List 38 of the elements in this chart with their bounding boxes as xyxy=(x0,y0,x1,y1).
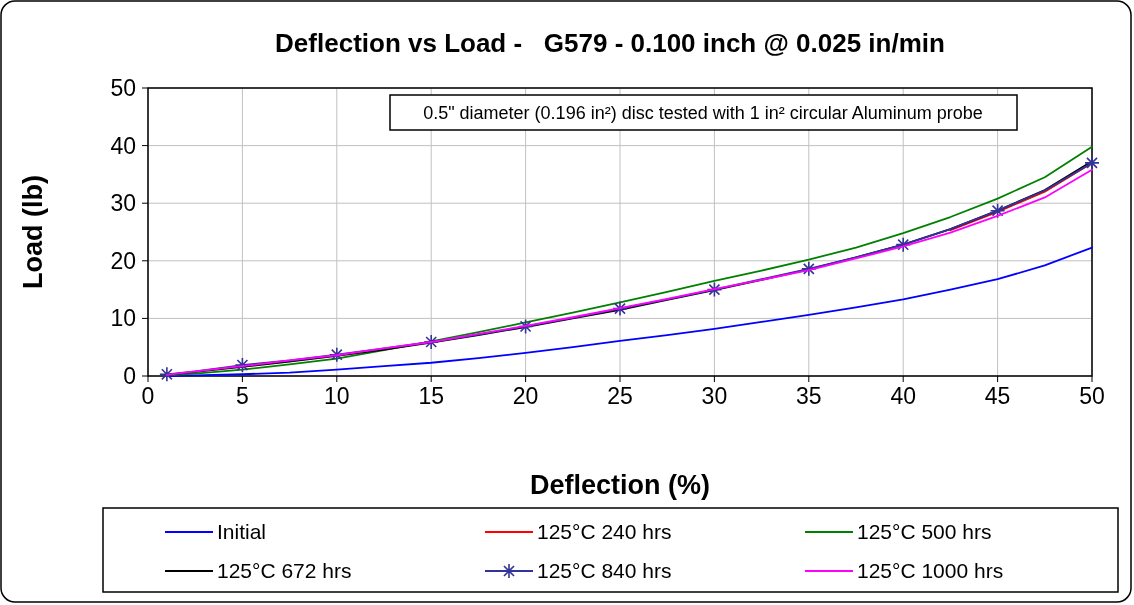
x-tick-label: 20 xyxy=(512,383,539,409)
x-axis-title: Deflection (%) xyxy=(529,470,711,500)
y-tick-label: 40 xyxy=(110,132,136,159)
point xyxy=(801,261,817,277)
x-tick-label: 10 xyxy=(324,383,350,409)
point xyxy=(612,300,628,317)
x-tick-label: 35 xyxy=(796,383,822,409)
x-tick-label: 0 xyxy=(141,383,155,409)
point xyxy=(706,281,723,298)
legend-label: 125°C 840 hrs xyxy=(537,559,672,583)
legend-label: 125°C 240 hrs xyxy=(537,520,672,544)
x-tick-label: 25 xyxy=(607,383,633,409)
point xyxy=(159,366,175,383)
legend-label: 125°C 672 hrs xyxy=(217,559,352,583)
y-tick-label: 20 xyxy=(110,247,136,274)
x-tick-label: 15 xyxy=(418,383,444,409)
y-tick-label: 0 xyxy=(123,363,136,390)
legend-label: 125°C 500 hrs xyxy=(857,520,992,544)
x-tick-label: 50 xyxy=(1079,383,1105,409)
text-box: 0.5" diameter (0.196 in²) disc tested with 1 in² circular Aluminum probe xyxy=(389,94,1018,131)
point xyxy=(895,236,911,253)
y-axis-title: Load (lb) xyxy=(18,175,48,289)
x-tick-label: 45 xyxy=(984,383,1011,409)
point xyxy=(423,334,439,350)
chart-title: Deflection vs Load - G579 - 0.100 inch @ 0.025 in/min xyxy=(275,28,945,58)
y-tick-label: 50 xyxy=(110,75,136,102)
point xyxy=(1084,155,1100,171)
x-tick-label: 40 xyxy=(890,383,916,409)
y-tick-label: 10 xyxy=(110,305,136,332)
point xyxy=(329,346,345,363)
legend-label: 125°C 1000 hrs xyxy=(857,559,1004,583)
annotation: 0.5" diameter (0.196 in²) disc tested with 1 in² circular Aluminum probe xyxy=(423,103,983,124)
point xyxy=(989,202,1006,219)
y-tick-label: 30 xyxy=(110,190,136,217)
legend-label: Initial xyxy=(217,520,267,544)
point xyxy=(517,318,534,335)
x-tick-label: 30 xyxy=(701,383,728,409)
x-tick-label: 5 xyxy=(236,383,249,409)
